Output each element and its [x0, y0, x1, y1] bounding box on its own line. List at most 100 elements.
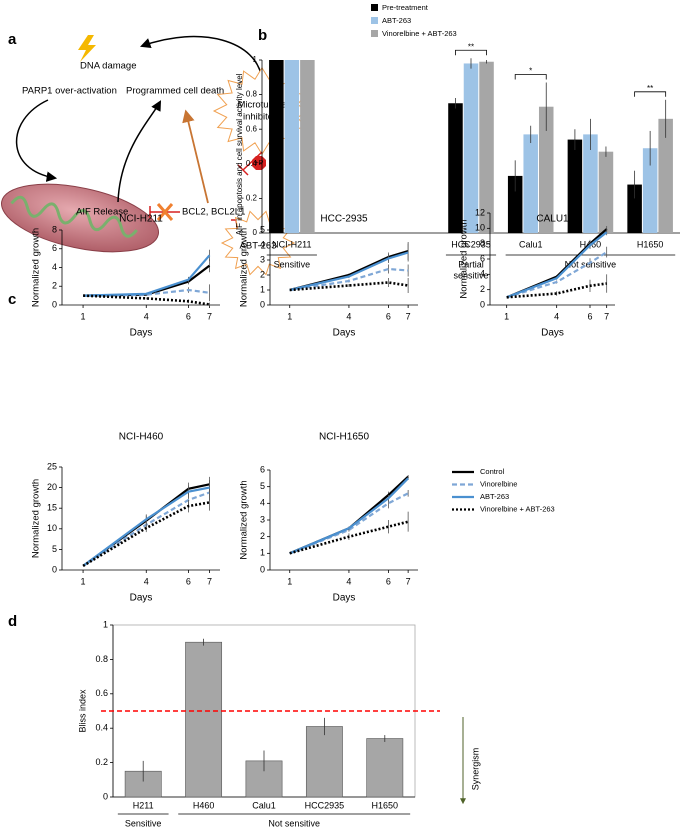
bar	[284, 60, 300, 233]
x-tick-label: 7	[207, 576, 212, 586]
group-label: Not sensitive	[565, 259, 617, 269]
y-tick-label: 8	[480, 238, 485, 248]
y-tick-label: 0.2	[246, 194, 258, 203]
significance-label: **	[647, 84, 653, 93]
y-tick-label: 5	[260, 224, 265, 234]
series-line	[506, 231, 608, 299]
y-tick-label: 2	[480, 284, 485, 294]
y-tick-label: 4	[260, 239, 265, 249]
x-tick-label: 7	[406, 311, 411, 321]
inhibit-bar	[237, 164, 249, 176]
x-tick-label: 1	[287, 311, 292, 321]
y-tick-label: 6	[52, 243, 57, 253]
legend-swatch	[371, 30, 378, 37]
bar	[185, 641, 223, 798]
significance-bracket	[455, 49, 487, 56]
x-tick-label: 7	[207, 311, 212, 321]
y-tick-label: 0.6	[246, 124, 258, 133]
y-axis-label: AIF in apoptosis and cell survival activ…	[235, 73, 244, 235]
y-tick-label: 20	[47, 482, 57, 492]
y-tick-label: 0.2	[95, 757, 108, 767]
node-label: PARP1 over-activation	[22, 86, 117, 97]
x-tick-label: 6	[186, 576, 191, 586]
panel-label: a	[8, 31, 17, 48]
chart-title: CALU1	[536, 214, 569, 225]
arrow	[140, 35, 263, 81]
node-label: Programmed cell death	[126, 86, 224, 97]
bar	[627, 184, 642, 233]
group-label: Not sensitive	[268, 818, 320, 827]
node-label: BCL2, BCL2L1	[182, 207, 245, 218]
y-axis-label: Normalized growth	[239, 228, 250, 307]
series-line	[83, 294, 210, 306]
x-tick-label: 7	[406, 576, 411, 586]
bar	[507, 175, 523, 233]
significance-bracket	[634, 91, 667, 97]
x-tick-label: 4	[346, 311, 351, 321]
lightning-icon	[78, 35, 96, 62]
y-tick-label: 0.4	[95, 723, 108, 733]
group-label: Partial	[458, 259, 484, 269]
y-tick-label: 2	[52, 281, 57, 291]
bar	[583, 134, 598, 233]
mitochondrion	[0, 183, 160, 253]
y-tick-label: 3	[260, 254, 265, 264]
y-tick-label: 3	[260, 514, 265, 524]
x-tick-label: 6	[587, 311, 592, 321]
x-tick-label: 6	[186, 311, 191, 321]
arrow	[15, 99, 58, 182]
x-tick-label: 1	[287, 576, 292, 586]
legend-swatch	[371, 17, 378, 24]
y-tick-label: 12	[475, 207, 485, 217]
arrow-label: Synergism	[470, 748, 480, 791]
group-label: Sensitive	[125, 818, 162, 827]
y-tick-label: 0	[480, 299, 485, 309]
legend-label: Control	[480, 467, 505, 476]
legend-label: Vinorelbine	[480, 479, 517, 488]
x-tick-label: 6	[386, 311, 391, 321]
series-line	[289, 475, 409, 555]
y-tick-label: 1	[103, 619, 108, 629]
y-tick-label: 15	[47, 503, 57, 513]
series-line	[289, 281, 409, 292]
node-label: DNA damage	[80, 61, 137, 72]
x-tick-label: H211	[133, 800, 154, 810]
significance-bracket	[514, 74, 547, 80]
arrow	[182, 109, 209, 204]
legend-label: ABT-263	[480, 492, 509, 501]
bar	[598, 151, 614, 233]
y-tick-label: 0.4	[246, 159, 258, 168]
y-tick-label: 0.6	[95, 688, 108, 698]
y-tick-label: 0	[52, 299, 57, 309]
chart-title: NCI-H1650	[319, 432, 369, 443]
panel-label: b	[258, 27, 267, 44]
panel-label: d	[8, 613, 17, 630]
cristae	[10, 195, 138, 238]
bar	[642, 148, 658, 233]
x-tick-label: H460	[193, 800, 215, 810]
node-label: AIF Release	[76, 207, 128, 218]
y-axis-label: Normalized growth	[459, 219, 470, 298]
x-axis-label: Days	[130, 593, 153, 604]
y-tick-label: 0	[260, 564, 265, 574]
y-tick-label: 1	[253, 55, 258, 64]
significance-label: **	[468, 42, 474, 51]
y-tick-label: 6	[480, 253, 485, 263]
x-tick-label: Calu1	[252, 800, 276, 810]
x-tick-label: 1	[81, 311, 86, 321]
x-tick-label: HCC2935	[305, 800, 345, 810]
series-line	[289, 267, 409, 292]
x-tick-label: 7	[604, 311, 609, 321]
bar	[305, 726, 343, 798]
bar	[269, 60, 284, 233]
y-tick-label: 2	[260, 531, 265, 541]
bar	[463, 63, 479, 234]
series-line	[82, 501, 210, 568]
x-tick-label: 1	[81, 576, 86, 586]
group-label: sensitive	[453, 270, 488, 280]
x-tick-label: NCI-H211	[272, 239, 311, 249]
chart-title: HCC-2935	[320, 214, 368, 225]
node-label: ABT-263	[240, 241, 277, 252]
bar	[300, 60, 315, 233]
series-line	[289, 477, 409, 555]
